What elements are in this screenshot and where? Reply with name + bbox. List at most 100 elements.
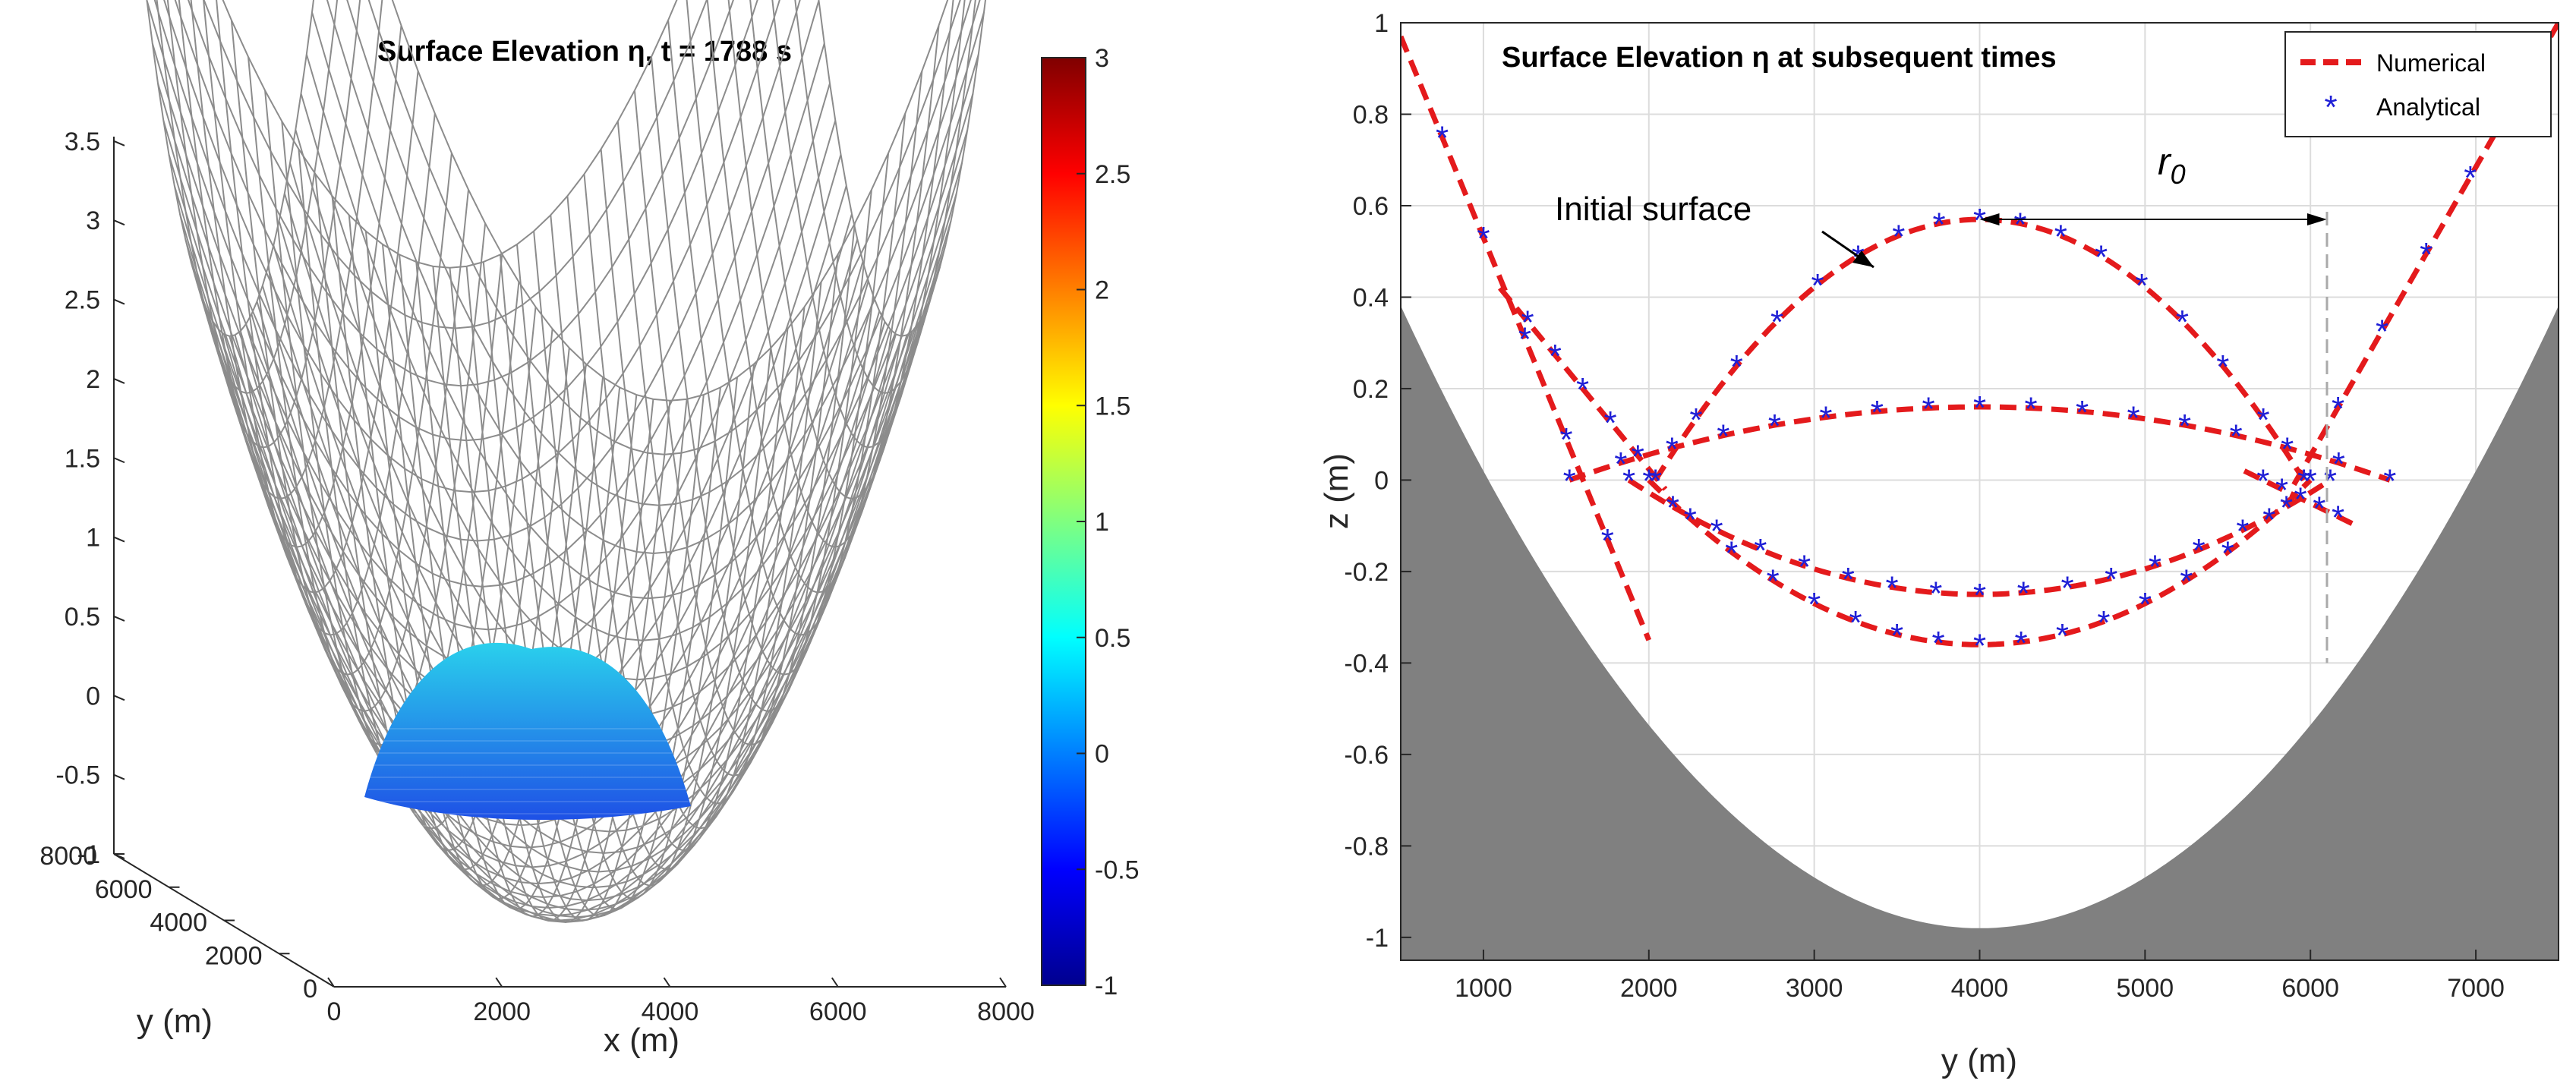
analytical-marker: *	[1871, 394, 1884, 431]
analytical-marker: *	[2180, 563, 2193, 600]
r0-subscript: 0	[2171, 159, 2186, 190]
analytical-marker: *	[1890, 617, 1903, 654]
bathymetry-mesh	[146, 0, 986, 923]
numerical-line	[1647, 477, 2313, 647]
x-tick-mark	[999, 977, 1007, 988]
mesh-line	[749, 0, 954, 500]
mesh-line	[533, 231, 755, 887]
mesh-line	[667, 20, 890, 676]
x-tick-mark	[495, 977, 503, 988]
analytical-marker: *	[1632, 438, 1644, 475]
analytical-marker: *	[2178, 408, 2191, 445]
mesh-line	[499, 254, 721, 910]
legend-analytical-swatch: *	[2324, 89, 2337, 126]
x-axis-ticks: 0 2000 4000 6000 8000	[327, 977, 1035, 1026]
mesh-line	[201, 297, 875, 885]
mesh-line	[300, 93, 974, 681]
analytical-marker: *	[1601, 522, 1614, 559]
mesh-line	[600, 149, 822, 805]
analytical-marker: *	[2105, 561, 2117, 598]
surface-3d-plot: Surface Elevation η, t = 1788 s -1-0.500…	[39, 0, 1140, 1059]
analytical-marker: *	[2056, 617, 2069, 654]
analytical-marker: *	[1798, 548, 1811, 585]
y-tick-label: 8000	[39, 842, 97, 871]
analytical-marker: *	[2275, 472, 2288, 509]
x-tick-label: 6000	[809, 997, 867, 1026]
analytical-marker: *	[1730, 348, 1743, 386]
mesh-line	[151, 43, 825, 631]
z-tick-label: 3	[86, 206, 100, 235]
y-axis-label-3d: y (m)	[137, 1003, 213, 1040]
initial-surface-arrowhead	[1852, 250, 1874, 267]
analytical-marker: *	[2216, 348, 2229, 386]
mesh-line	[482, 262, 705, 918]
water-surface-cap	[364, 642, 691, 821]
mesh-line	[289, 162, 963, 751]
analytical-marker: *	[1770, 304, 1783, 341]
analytical-marker: *	[2464, 159, 2477, 197]
analytical-marker: *	[2313, 490, 2325, 528]
analytical-marker: *	[2332, 390, 2344, 427]
y-tick-label: -0.6	[1344, 741, 1389, 770]
analytical-marker: *	[1477, 220, 1490, 257]
x-tick-label: 4000	[1951, 974, 2009, 1003]
bathymetry-fill	[1401, 305, 2559, 960]
z-tick-label: 1	[86, 524, 100, 553]
z-tick-label: 1.5	[65, 444, 100, 473]
analytical-marker: *	[2376, 313, 2388, 351]
z-tick-mark	[113, 140, 125, 147]
z-tick-label: 0	[86, 682, 100, 710]
colorbar-tick-label: -1	[1095, 972, 1118, 1000]
numerical-shoreline-line	[2243, 468, 2358, 528]
z-tick-mark	[113, 298, 125, 305]
analytical-marker: *	[2280, 490, 2293, 527]
y-tick-label: 0.6	[1353, 192, 1389, 221]
y-tick-label: -0.4	[1344, 649, 1389, 678]
mesh-line	[686, 0, 906, 636]
analytical-marker: *	[2149, 548, 2161, 585]
numerical-shoreline-line	[1498, 286, 1668, 491]
analytical-marker: *	[1642, 462, 1655, 499]
analytical-marker: *	[1933, 206, 1946, 243]
r0-arrowhead-left	[1979, 213, 2000, 226]
analytical-marker: *	[1622, 462, 1635, 499]
analytical-marker: *	[1892, 219, 1905, 256]
mesh-line	[550, 215, 772, 871]
mesh-line	[195, 280, 869, 868]
x-tick-label: 1000	[1455, 974, 1512, 1003]
colorbar-tick-label: 2.5	[1095, 160, 1130, 189]
analytical-marker: *	[1808, 586, 1821, 623]
analytical-marker: *	[2024, 391, 2037, 428]
surface-elevation-plot: ****** * * * ******** * * * * * * * * * * * * * * * ***** * * *…	[1318, 9, 2559, 1079]
analytical-marker: *	[1929, 575, 1942, 613]
y-tick-label: 0.8	[1353, 100, 1389, 129]
analytical-marker: *	[1436, 120, 1449, 157]
x-tick-label: 3000	[1786, 974, 1843, 1003]
analytical-marker: *	[2297, 462, 2310, 499]
analytical-marker: *	[1768, 408, 1781, 445]
numerical-shoreline-line	[1401, 35, 1652, 641]
analytical-marker: *	[1973, 627, 1986, 664]
legend-analytical-label: Analytical	[2376, 93, 2480, 121]
z-tick-mark	[113, 536, 125, 543]
analytical-marker: *	[1649, 462, 1662, 499]
z-tick-mark	[113, 616, 125, 622]
analytical-marker: *	[1767, 563, 1780, 600]
y-axis-label: z (m)	[1318, 453, 1355, 529]
z-tick-label: -1	[77, 840, 100, 869]
x-axis-label: y (m)	[1941, 1042, 2017, 1079]
analytical-marker: *	[2054, 219, 2067, 256]
analytical-marker: *	[2236, 512, 2249, 550]
z-tick-label: 2.5	[65, 286, 100, 315]
analytical-marker: *	[1521, 304, 1534, 342]
mesh-line	[616, 121, 839, 777]
r0-symbol: r	[2158, 140, 2172, 183]
y-tick-label: -1	[1366, 924, 1389, 953]
analytical-marker: *	[2262, 501, 2275, 538]
numerical-line	[1627, 477, 2332, 597]
y-tick-label: 1	[1374, 9, 1389, 38]
analytical-marker: *	[1559, 421, 1572, 458]
analytical-marker: *	[2017, 575, 2030, 613]
analytical-marker: *	[2095, 238, 2108, 276]
